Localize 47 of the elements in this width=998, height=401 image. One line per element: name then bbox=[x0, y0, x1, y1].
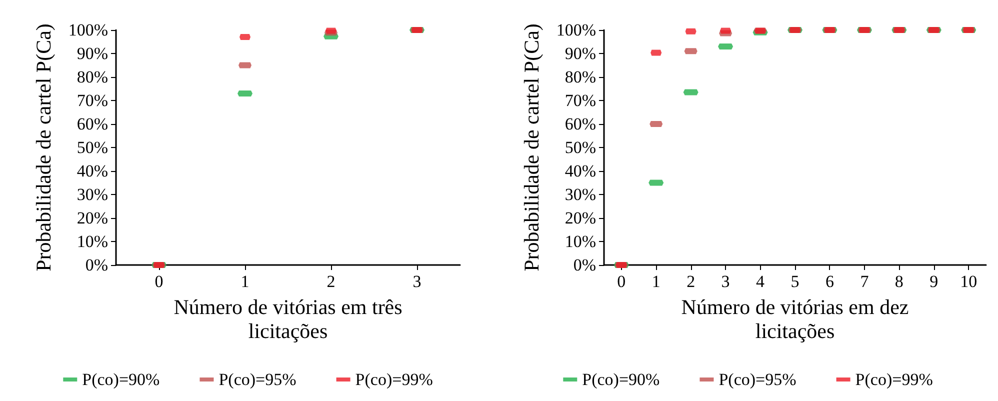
x-tick-label: 0 bbox=[617, 272, 626, 291]
x-tick-label: 7 bbox=[860, 272, 870, 291]
legend-label: P(co)=95% bbox=[718, 370, 796, 389]
y-tick-label: 10% bbox=[564, 232, 596, 251]
y-tick-label: 100% bbox=[556, 20, 596, 40]
x-tick-label: 10 bbox=[960, 272, 978, 291]
x-tick-label: 2 bbox=[326, 272, 336, 291]
y-tick-label: 60% bbox=[564, 114, 596, 134]
y-tick-label: 70% bbox=[564, 91, 596, 110]
legend-label: P(co)=90% bbox=[582, 370, 660, 389]
x-tick-label: 3 bbox=[412, 272, 422, 291]
y-axis-title: Probabilidade de cartel P(Ca) bbox=[520, 24, 544, 272]
x-tick-label: 0 bbox=[154, 272, 164, 291]
y-tick-label: 20% bbox=[76, 208, 108, 228]
x-tick-label: 8 bbox=[894, 272, 904, 291]
x-tick-label: 9 bbox=[930, 272, 938, 291]
y-tick-label: 80% bbox=[76, 68, 108, 86]
legend-label: P(co)=90% bbox=[82, 370, 160, 389]
x-tick-label: 2 bbox=[686, 272, 696, 291]
legend-label: P(co)=99% bbox=[355, 370, 433, 389]
x-tick-label: 1 bbox=[240, 272, 250, 291]
y-tick-label: 0% bbox=[573, 256, 596, 274]
x-axis-title: Número de vitórias em três licitações bbox=[174, 294, 402, 343]
y-axis-title: Probabilidade de cartel P(Ca) bbox=[32, 24, 56, 272]
y-tick-label: 30% bbox=[76, 185, 108, 204]
x-tick-label: 1 bbox=[652, 272, 660, 291]
x-tick-label: 4 bbox=[756, 272, 766, 291]
x-tick-label: 3 bbox=[721, 272, 730, 291]
x-tick-label: 6 bbox=[825, 272, 834, 291]
legend-label: P(co)=95% bbox=[218, 370, 296, 389]
y-tick-label: 80% bbox=[564, 68, 596, 86]
y-tick-label: 30% bbox=[564, 185, 596, 204]
y-tick-label: 40% bbox=[564, 162, 596, 180]
y-tick-label: 90% bbox=[564, 44, 596, 63]
y-tick-label: 40% bbox=[76, 162, 108, 180]
y-tick-label: 60% bbox=[76, 114, 108, 134]
x-axis-title: Número de vitórias em dez licitações bbox=[681, 294, 909, 343]
y-tick-label: 50% bbox=[76, 138, 108, 157]
y-tick-label: 100% bbox=[68, 20, 108, 40]
y-tick-label: 50% bbox=[564, 138, 596, 157]
y-tick-label: 10% bbox=[76, 232, 108, 251]
y-tick-label: 90% bbox=[76, 44, 108, 63]
legend-label: P(co)=99% bbox=[855, 370, 933, 389]
y-tick-label: 20% bbox=[564, 208, 596, 228]
x-tick-label: 5 bbox=[790, 272, 800, 291]
y-tick-label: 0% bbox=[85, 256, 108, 274]
y-tick-label: 70% bbox=[76, 91, 108, 110]
